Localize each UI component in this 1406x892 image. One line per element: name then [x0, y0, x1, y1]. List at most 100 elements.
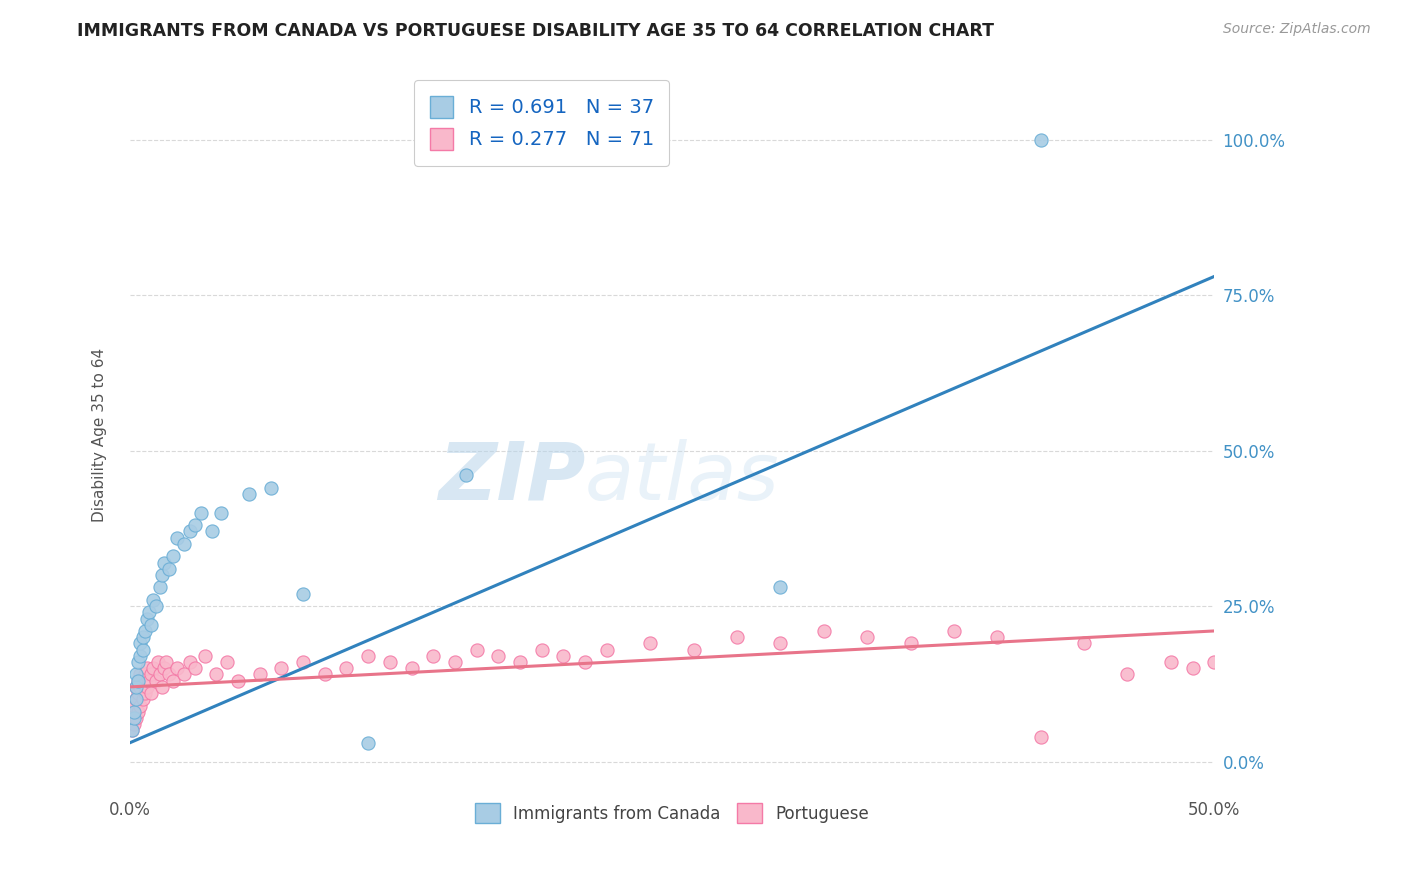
Point: [135, 680, 157, 694]
Point: [138, 605, 160, 619]
Point: [530, 642, 553, 657]
Text: ZIP: ZIP: [437, 439, 585, 517]
Point: [125, 667, 148, 681]
Point: [162, 549, 184, 564]
Point: [125, 680, 148, 694]
Point: [138, 673, 160, 688]
Point: [357, 648, 380, 663]
Point: [813, 624, 835, 638]
Point: [259, 481, 281, 495]
Point: [131, 673, 153, 688]
Point: [638, 636, 661, 650]
Point: [153, 661, 176, 675]
Point: [155, 655, 177, 669]
Point: [141, 617, 163, 632]
Point: [465, 642, 488, 657]
Point: [509, 655, 531, 669]
Point: [127, 655, 149, 669]
Point: [1029, 133, 1052, 147]
Point: [725, 630, 748, 644]
Point: [145, 599, 167, 613]
Point: [173, 537, 195, 551]
Point: [900, 636, 922, 650]
Point: [194, 648, 217, 663]
Point: [1029, 730, 1052, 744]
Text: atlas: atlas: [585, 439, 780, 517]
Point: [183, 661, 205, 675]
Point: [574, 655, 596, 669]
Point: [173, 667, 195, 681]
Point: [162, 673, 184, 688]
Point: [314, 667, 336, 681]
Point: [335, 661, 357, 675]
Point: [131, 692, 153, 706]
Point: [217, 655, 239, 669]
Point: [238, 487, 260, 501]
Point: [856, 630, 879, 644]
Point: [131, 630, 153, 644]
Point: [141, 667, 163, 681]
Point: [146, 655, 169, 669]
Point: [134, 667, 156, 681]
Legend: Immigrants from Canada, Portuguese: Immigrants from Canada, Portuguese: [463, 792, 880, 834]
Point: [125, 692, 148, 706]
Point: [454, 468, 477, 483]
Point: [201, 524, 224, 539]
Point: [553, 648, 575, 663]
Point: [125, 692, 148, 706]
Point: [1160, 655, 1182, 669]
Point: [157, 562, 180, 576]
Point: [486, 648, 509, 663]
Point: [769, 636, 792, 650]
Point: [122, 711, 145, 725]
Point: [942, 624, 965, 638]
Point: [122, 705, 145, 719]
Point: [135, 611, 157, 625]
Point: [134, 686, 156, 700]
Point: [134, 624, 156, 638]
Point: [129, 636, 152, 650]
Point: [129, 698, 152, 713]
Point: [121, 723, 143, 738]
Point: [270, 661, 292, 675]
Point: [127, 686, 149, 700]
Point: [157, 667, 180, 681]
Point: [122, 698, 145, 713]
Point: [444, 655, 467, 669]
Point: [1181, 661, 1204, 675]
Point: [149, 667, 172, 681]
Point: [166, 531, 188, 545]
Point: [149, 581, 172, 595]
Point: [135, 661, 157, 675]
Point: [142, 661, 165, 675]
Point: [127, 673, 149, 688]
Point: [145, 673, 167, 688]
Point: [121, 723, 143, 738]
Point: [121, 705, 143, 719]
Point: [249, 667, 271, 681]
Point: [127, 705, 149, 719]
Point: [127, 673, 149, 688]
Point: [986, 630, 1008, 644]
Point: [179, 524, 201, 539]
Text: IMMIGRANTS FROM CANADA VS PORTUGUESE DISABILITY AGE 35 TO 64 CORRELATION CHART: IMMIGRANTS FROM CANADA VS PORTUGUESE DIS…: [77, 22, 994, 40]
Point: [150, 568, 173, 582]
Point: [357, 736, 380, 750]
Point: [205, 667, 228, 681]
Point: [1116, 667, 1139, 681]
Point: [153, 556, 176, 570]
Point: [150, 680, 173, 694]
Point: [131, 642, 153, 657]
Point: [179, 655, 201, 669]
Point: [183, 518, 205, 533]
Point: [209, 506, 232, 520]
Point: [1204, 655, 1226, 669]
Point: [378, 655, 401, 669]
Point: [141, 686, 163, 700]
Point: [292, 587, 315, 601]
Point: [166, 661, 188, 675]
Y-axis label: Disability Age 35 to 64: Disability Age 35 to 64: [93, 348, 107, 522]
Point: [125, 680, 148, 694]
Point: [190, 506, 212, 520]
Point: [682, 642, 704, 657]
